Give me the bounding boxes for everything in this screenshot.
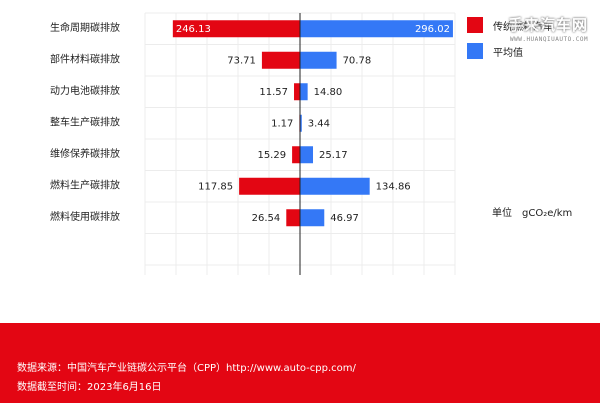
bar-series-1 <box>261 51 300 69</box>
legend-swatch-series-2 <box>467 43 483 59</box>
category-label: 动力电池碳排放 <box>50 84 120 97</box>
bar-series-2 <box>300 146 314 164</box>
data-label-series-1: 1.17 <box>271 118 293 129</box>
bar-series-2 <box>300 20 453 38</box>
data-label-series-2: 134.86 <box>376 181 411 192</box>
category-label: 部件材料碳排放 <box>50 52 120 65</box>
chart-area: 生命周期碳排放 246.13 296.02 部件材料碳排放 73.71 70.78 动力电池… <box>50 12 589 275</box>
legend-label-series-1: 传统燃料汽车 <box>493 21 553 33</box>
category-label: 燃料生产碳排放 <box>50 178 120 191</box>
watermark-url: WWW.HUANQIUAUTO.COM <box>510 36 589 43</box>
category-label: 燃料使用碳排放 <box>50 210 120 223</box>
legend-swatch-series-1 <box>467 17 483 33</box>
bar-series-2 <box>300 51 337 69</box>
footer-band: 数据来源：中国汽车产业链碳公示平台（CPP）http://www.auto-cp… <box>0 323 600 403</box>
bar-series-1 <box>286 209 300 227</box>
bar-chart: 生命周期碳排放 246.13 296.02 部件材料碳排放 73.71 70.78 动力电池… <box>50 12 456 275</box>
bar-series-1 <box>294 83 300 101</box>
data-label-series-1: 246.13 <box>176 24 211 35</box>
data-label-series-2: 46.97 <box>330 213 359 224</box>
data-label-series-2: 14.80 <box>314 87 343 98</box>
data-label-series-2: 296.02 <box>415 24 450 35</box>
unit-label-text: 单位 <box>492 208 512 219</box>
legend-item-series-1: 传统燃料汽车 <box>467 17 553 33</box>
data-label-series-1: 15.29 <box>257 150 286 161</box>
data-label-series-1: 73.71 <box>227 55 256 66</box>
category-label: 整车生产碳排放 <box>50 115 120 128</box>
category-label: 生命周期碳排放 <box>50 21 120 34</box>
bar-series-1 <box>239 177 300 195</box>
category-label: 维修保养碳排放 <box>50 147 120 160</box>
unit-value: gCO₂e/km <box>522 208 573 219</box>
bar-series-1 <box>172 20 300 38</box>
date-note: 数据截至时间：2023年6月16日 <box>17 382 162 393</box>
unit-label: 单位 gCO₂e/km <box>492 204 572 219</box>
data-label-series-1: 117.85 <box>198 181 233 192</box>
bar-series-2 <box>300 114 302 132</box>
data-label-series-1: 11.57 <box>259 87 288 98</box>
legend-label-series-2: 平均值 <box>493 47 523 59</box>
legend-item-series-2: 平均值 <box>467 43 523 59</box>
bar-series-2 <box>300 209 325 227</box>
data-label-series-2: 3.44 <box>308 118 330 129</box>
data-label-series-2: 70.78 <box>343 55 372 66</box>
source-note: 数据来源：中国汽车产业链碳公示平台（CPP）http://www.auto-cp… <box>17 363 356 374</box>
data-label-series-2: 25.17 <box>319 150 348 161</box>
bar-series-2 <box>300 177 370 195</box>
watermark-logo: 手来汽车网 <box>508 16 589 34</box>
data-label-series-1: 26.54 <box>252 213 281 224</box>
bar-series-1 <box>292 146 300 164</box>
bar-series-2 <box>300 83 308 101</box>
